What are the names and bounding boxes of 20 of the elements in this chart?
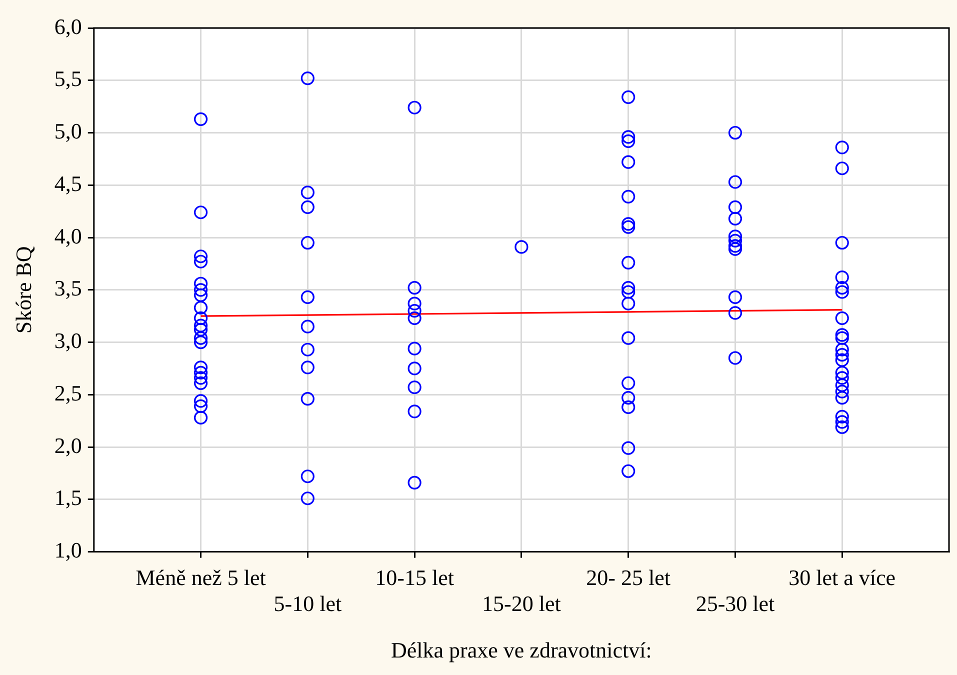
y-tick-label: 2,0 bbox=[54, 432, 82, 458]
y-tick-label: 5,0 bbox=[54, 118, 82, 144]
x-tick-label: 15-20 let bbox=[482, 591, 561, 616]
x-tick-label: 10-15 let bbox=[375, 564, 454, 590]
x-tick-label: 25-30 let bbox=[696, 591, 775, 616]
y-axis-title: Skóre BQ bbox=[10, 246, 36, 334]
x-tick-label: 20- 25 let bbox=[586, 564, 670, 590]
y-tick-label: 1,0 bbox=[54, 538, 82, 563]
y-tick-label: 3,0 bbox=[54, 328, 82, 354]
x-tick-label: 30 let a více bbox=[788, 564, 896, 590]
y-tick-label: 3,5 bbox=[54, 276, 82, 301]
x-tick-label: 5-10 let bbox=[274, 591, 342, 616]
y-tick-label: 4,0 bbox=[54, 223, 82, 248]
y-tick-label: 1,5 bbox=[54, 485, 82, 510]
y-tick-label: 4,5 bbox=[54, 170, 82, 196]
x-tick-label: Méně než 5 let bbox=[136, 564, 266, 590]
y-tick-label: 2,5 bbox=[54, 380, 82, 406]
y-tick-label: 5,5 bbox=[54, 66, 82, 92]
y-tick-label: 6,0 bbox=[54, 14, 82, 39]
x-axis-title: Délka praxe ve zdravotnictví: bbox=[391, 638, 652, 663]
